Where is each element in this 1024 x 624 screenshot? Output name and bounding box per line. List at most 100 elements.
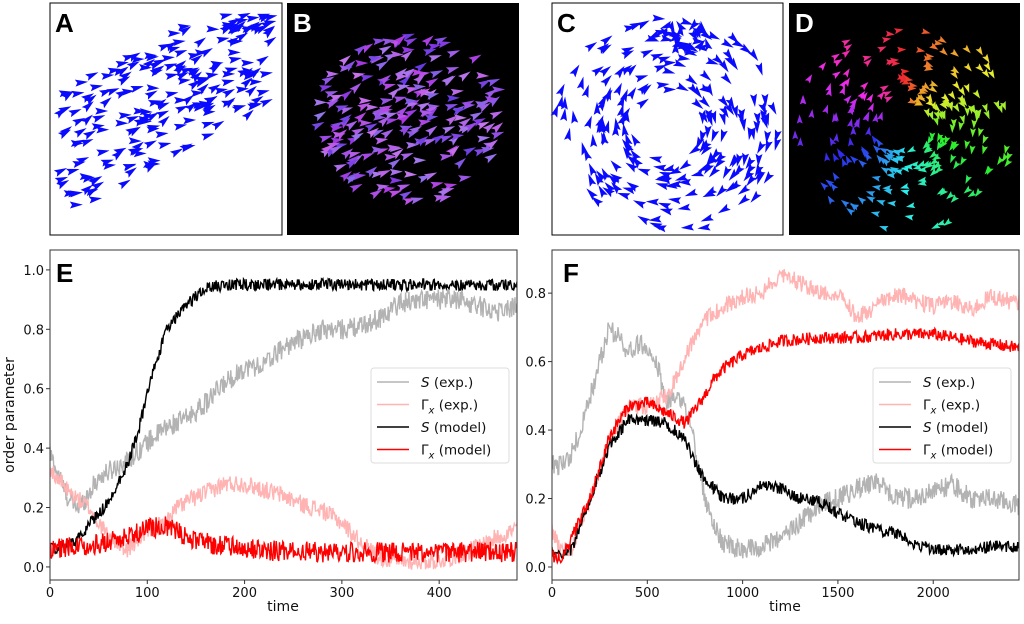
agent-arrow	[663, 86, 677, 94]
agent-arrow	[879, 225, 889, 232]
agent-arrow	[211, 120, 225, 131]
agent-arrow	[972, 89, 981, 99]
agent-arrow	[439, 153, 453, 161]
agent-arrow	[207, 84, 221, 94]
agent-arrow	[255, 55, 269, 66]
agent-arrow	[758, 101, 767, 116]
agent-arrow	[718, 59, 729, 73]
agent-arrow	[917, 176, 927, 183]
agent-arrow	[118, 71, 132, 82]
agent-arrow	[796, 114, 803, 124]
agent-arrow	[146, 126, 160, 134]
agent-arrow	[616, 104, 624, 118]
agent-arrow	[739, 43, 752, 55]
agent-arrow	[423, 172, 438, 181]
agent-arrow	[387, 144, 401, 152]
agent-arrow	[883, 96, 894, 103]
agent-arrow	[202, 109, 216, 117]
agent-arrow	[569, 64, 580, 78]
agent-arrow	[968, 104, 976, 115]
agent-arrow	[739, 118, 747, 132]
agent-arrow	[174, 60, 187, 72]
agent-arrow	[866, 196, 876, 203]
agent-arrow	[476, 121, 490, 130]
agent-arrow	[88, 196, 103, 204]
agent-arrow	[398, 75, 411, 88]
agent-arrow	[71, 139, 85, 148]
agent-arrow	[859, 82, 869, 91]
agent-arrow	[437, 186, 451, 198]
agent-arrow	[614, 65, 625, 79]
legend: S (exp.)Γx (exp.)S (model)Γx (model)	[370, 367, 510, 464]
agent-arrow	[91, 123, 105, 131]
agent-arrow	[378, 74, 392, 86]
agent-arrow	[750, 93, 757, 107]
agent-arrow	[205, 72, 219, 80]
agent-arrow	[246, 15, 260, 23]
agent-arrow	[476, 71, 490, 79]
agent-arrow	[950, 118, 957, 128]
agent-arrow	[333, 164, 347, 172]
agent-arrow	[165, 91, 179, 99]
agent-arrow	[655, 183, 670, 191]
agent-arrow	[620, 50, 635, 60]
agent-arrow	[1004, 158, 1013, 168]
agent-arrow	[357, 102, 371, 112]
agent-arrow	[441, 126, 456, 135]
agent-arrow	[923, 145, 933, 154]
agent-arrow	[117, 76, 131, 86]
agent-arrow	[765, 139, 773, 153]
agent-arrow	[761, 93, 769, 107]
agent-arrow	[155, 131, 169, 139]
agent-arrow	[555, 83, 565, 97]
agent-arrow	[484, 88, 498, 100]
agent-arrow	[720, 72, 732, 85]
agent-arrow	[219, 13, 233, 21]
agent-arrow	[757, 140, 767, 154]
agent-arrow	[896, 147, 906, 154]
agent-arrow	[827, 195, 836, 205]
agent-arrow	[754, 168, 766, 181]
agent-arrow	[424, 114, 439, 122]
agent-arrow	[458, 175, 472, 183]
series-line	[50, 276, 517, 555]
agent-arrow	[982, 144, 988, 155]
agent-arrow	[688, 18, 700, 31]
legend-entry: S (model)	[421, 420, 486, 436]
agent-arrow	[934, 165, 944, 174]
agent-arrow	[101, 72, 115, 80]
agent-arrow	[860, 148, 870, 158]
agent-arrow	[72, 117, 86, 127]
agent-arrow	[879, 85, 889, 93]
agent-arrow	[725, 181, 738, 193]
axis-ticks: 0 500 1000 1500 2000 0.0 0.2 0.4 0.6 0.8	[525, 287, 949, 601]
chart-e: 0 100 200 300 400 0.0 0.2 0.4 0.6 0.8 1.0 E time o…	[2, 249, 518, 615]
agent-arrow	[871, 184, 882, 191]
agent-arrow	[81, 93, 95, 103]
agent-arrow	[193, 37, 207, 48]
agent-arrow	[695, 136, 705, 150]
agent-arrow	[468, 54, 482, 64]
agent-arrow	[133, 107, 147, 115]
agent-arrow	[393, 96, 407, 104]
agent-arrow	[832, 132, 839, 143]
agent-arrow	[639, 84, 652, 96]
agent-arrow	[946, 101, 953, 111]
agent-arrow	[321, 76, 335, 86]
y-tick-label: 0.2	[23, 502, 44, 517]
agent-arrow	[398, 125, 412, 136]
agent-arrow	[59, 126, 73, 137]
agent-arrow	[584, 115, 592, 129]
agent-arrow	[792, 130, 799, 140]
agent-arrow	[365, 166, 378, 178]
agent-arrow	[883, 188, 893, 195]
agent-arrow	[147, 160, 161, 168]
agent-arrow	[725, 96, 735, 110]
agent-arrow	[621, 138, 633, 152]
agent-arrow	[329, 94, 344, 102]
x-tick-label: 2000	[917, 586, 950, 601]
legend-entry: S (exp.)	[923, 375, 975, 391]
agent-arrow	[450, 133, 465, 141]
agent-arrow	[425, 125, 438, 137]
agent-arrow	[648, 215, 662, 223]
